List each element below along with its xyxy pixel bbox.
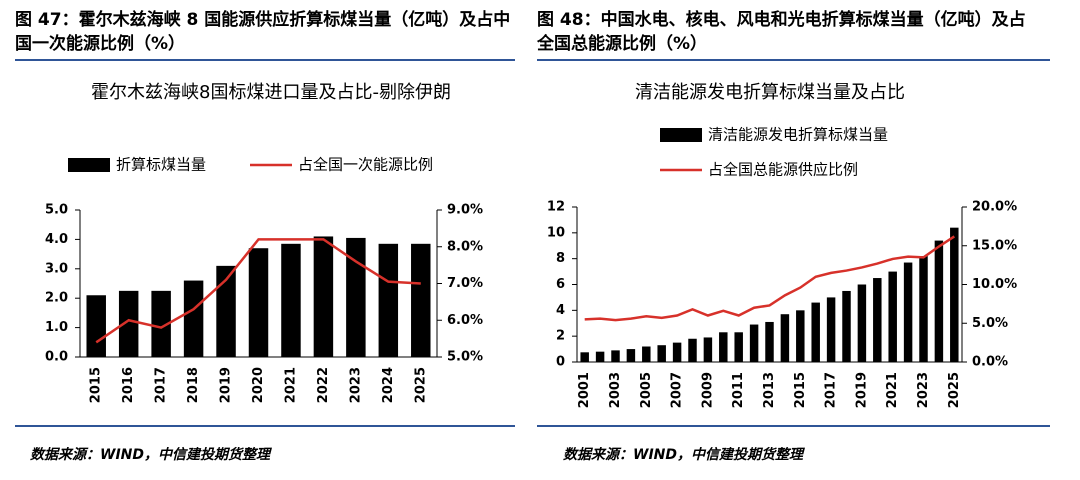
bar [811,302,820,362]
x-tick-label: 2025 [947,372,962,408]
bar [346,237,366,357]
source-note: 数据来源：WIND，中信建投期货整理 [563,447,803,463]
x-tick-label: 2013 [762,372,777,408]
y2-tick-label: 0.0% [972,355,1008,370]
bar [857,284,867,362]
y2-tick-label: 10.0% [972,277,1017,292]
bar [734,332,743,362]
bar [411,243,431,357]
x-tick-label: 2003 [608,372,623,408]
bar [642,346,651,362]
bar [580,352,589,362]
y-tick-label: 10 [547,225,565,240]
bar [672,342,682,362]
x-tick-label: 2018 [186,367,201,403]
y-tick-label: 12 [547,200,565,215]
legend-label: 清洁能源发电折算标煤当量 [708,126,888,144]
x-tick-label: 2021 [283,367,298,403]
y-tick-label: 1.0 [45,320,68,335]
bar [749,324,759,362]
bar [281,243,301,357]
bar [183,280,204,357]
y-tick-label: 4.0 [45,232,68,247]
x-tick-label: 2009 [700,372,715,408]
bar [780,314,790,362]
bar [657,345,666,362]
y2-tick-label: 20.0% [972,200,1017,215]
legend-label: 占全国总能源供应比例 [708,161,858,179]
y-tick-label: 2.0 [45,291,68,306]
x-tick-label: 2016 [121,367,136,403]
x-tick-label: 2023 [916,372,931,408]
bar [826,297,836,362]
bar [626,349,636,362]
bar [216,265,236,357]
y2-tick-label: 9.0% [447,203,483,218]
bar [934,240,944,362]
y-tick-label: 5.0 [45,203,68,218]
y2-tick-label: 5.0% [972,316,1008,331]
y2-tick-label: 15.0% [972,238,1017,253]
bar [719,332,728,362]
x-tick-label: 2015 [89,367,104,403]
figure-caption: 图 47：霍尔木兹海峡 8 国能源供应折算标煤当量（亿吨）及占中国一次能源比例（… [15,10,511,54]
x-tick-label: 2025 [413,367,428,403]
x-tick-label: 2017 [154,367,169,403]
y-tick-label: 8 [556,251,565,266]
figure-caption: 图 48：中国水电、核电、风电和光电折算标煤当量（亿吨）及占全国总能源比例（%） [537,10,1026,54]
x-tick-label: 2023 [348,367,363,403]
y-tick-label: 4 [556,303,565,318]
y-tick-label: 6 [556,277,565,292]
x-tick-label: 2007 [670,372,685,408]
x-tick-label: 2015 [793,372,808,408]
y-tick-label: 3.0 [45,261,68,276]
source-note: 数据来源：WIND，中信建投期货整理 [30,447,270,463]
bar [151,290,171,357]
bar [796,310,805,362]
bar [595,351,605,362]
bar [86,295,106,357]
legend-label: 占全国一次能源比例 [298,156,433,174]
y2-tick-label: 6.0% [447,313,483,328]
x-tick-label: 2019 [219,367,234,403]
x-tick-label: 2022 [316,367,331,403]
line-series [95,238,421,344]
line-series [584,235,955,322]
bar [903,262,913,362]
legend-label: 折算标煤当量 [116,156,206,174]
y-tick-label: 2 [556,329,565,344]
chart-title: 霍尔木兹海峡8国标煤进口量及占比-剔除伊朗 [91,82,451,103]
x-tick-label: 2019 [854,372,869,408]
x-tick-label: 2011 [731,372,746,408]
chart-title: 清洁能源发电折算标煤当量及占比 [635,82,905,103]
x-tick-label: 2005 [639,372,654,408]
bar [313,236,334,357]
bar [765,321,774,362]
x-tick-label: 2017 [824,372,839,408]
bar [703,337,713,362]
bar [248,248,269,357]
x-tick-label: 2001 [577,372,592,408]
legend-swatch [660,128,702,142]
y2-tick-label: 8.0% [447,239,483,254]
y2-tick-label: 5.0% [447,350,483,365]
y-tick-label: 0.0 [45,350,68,365]
y2-tick-label: 7.0% [447,276,483,291]
bar [950,227,959,362]
bar [118,290,139,357]
x-tick-label: 2021 [885,372,900,408]
bar [842,290,851,362]
x-tick-label: 2024 [381,367,396,403]
legend-swatch [68,158,110,172]
bar [378,243,399,357]
y-tick-label: 0 [556,355,565,370]
bar [688,338,697,362]
bar [888,271,897,362]
bar [873,278,882,362]
bar [919,256,928,362]
bar [611,350,620,362]
x-tick-label: 2020 [251,367,266,403]
